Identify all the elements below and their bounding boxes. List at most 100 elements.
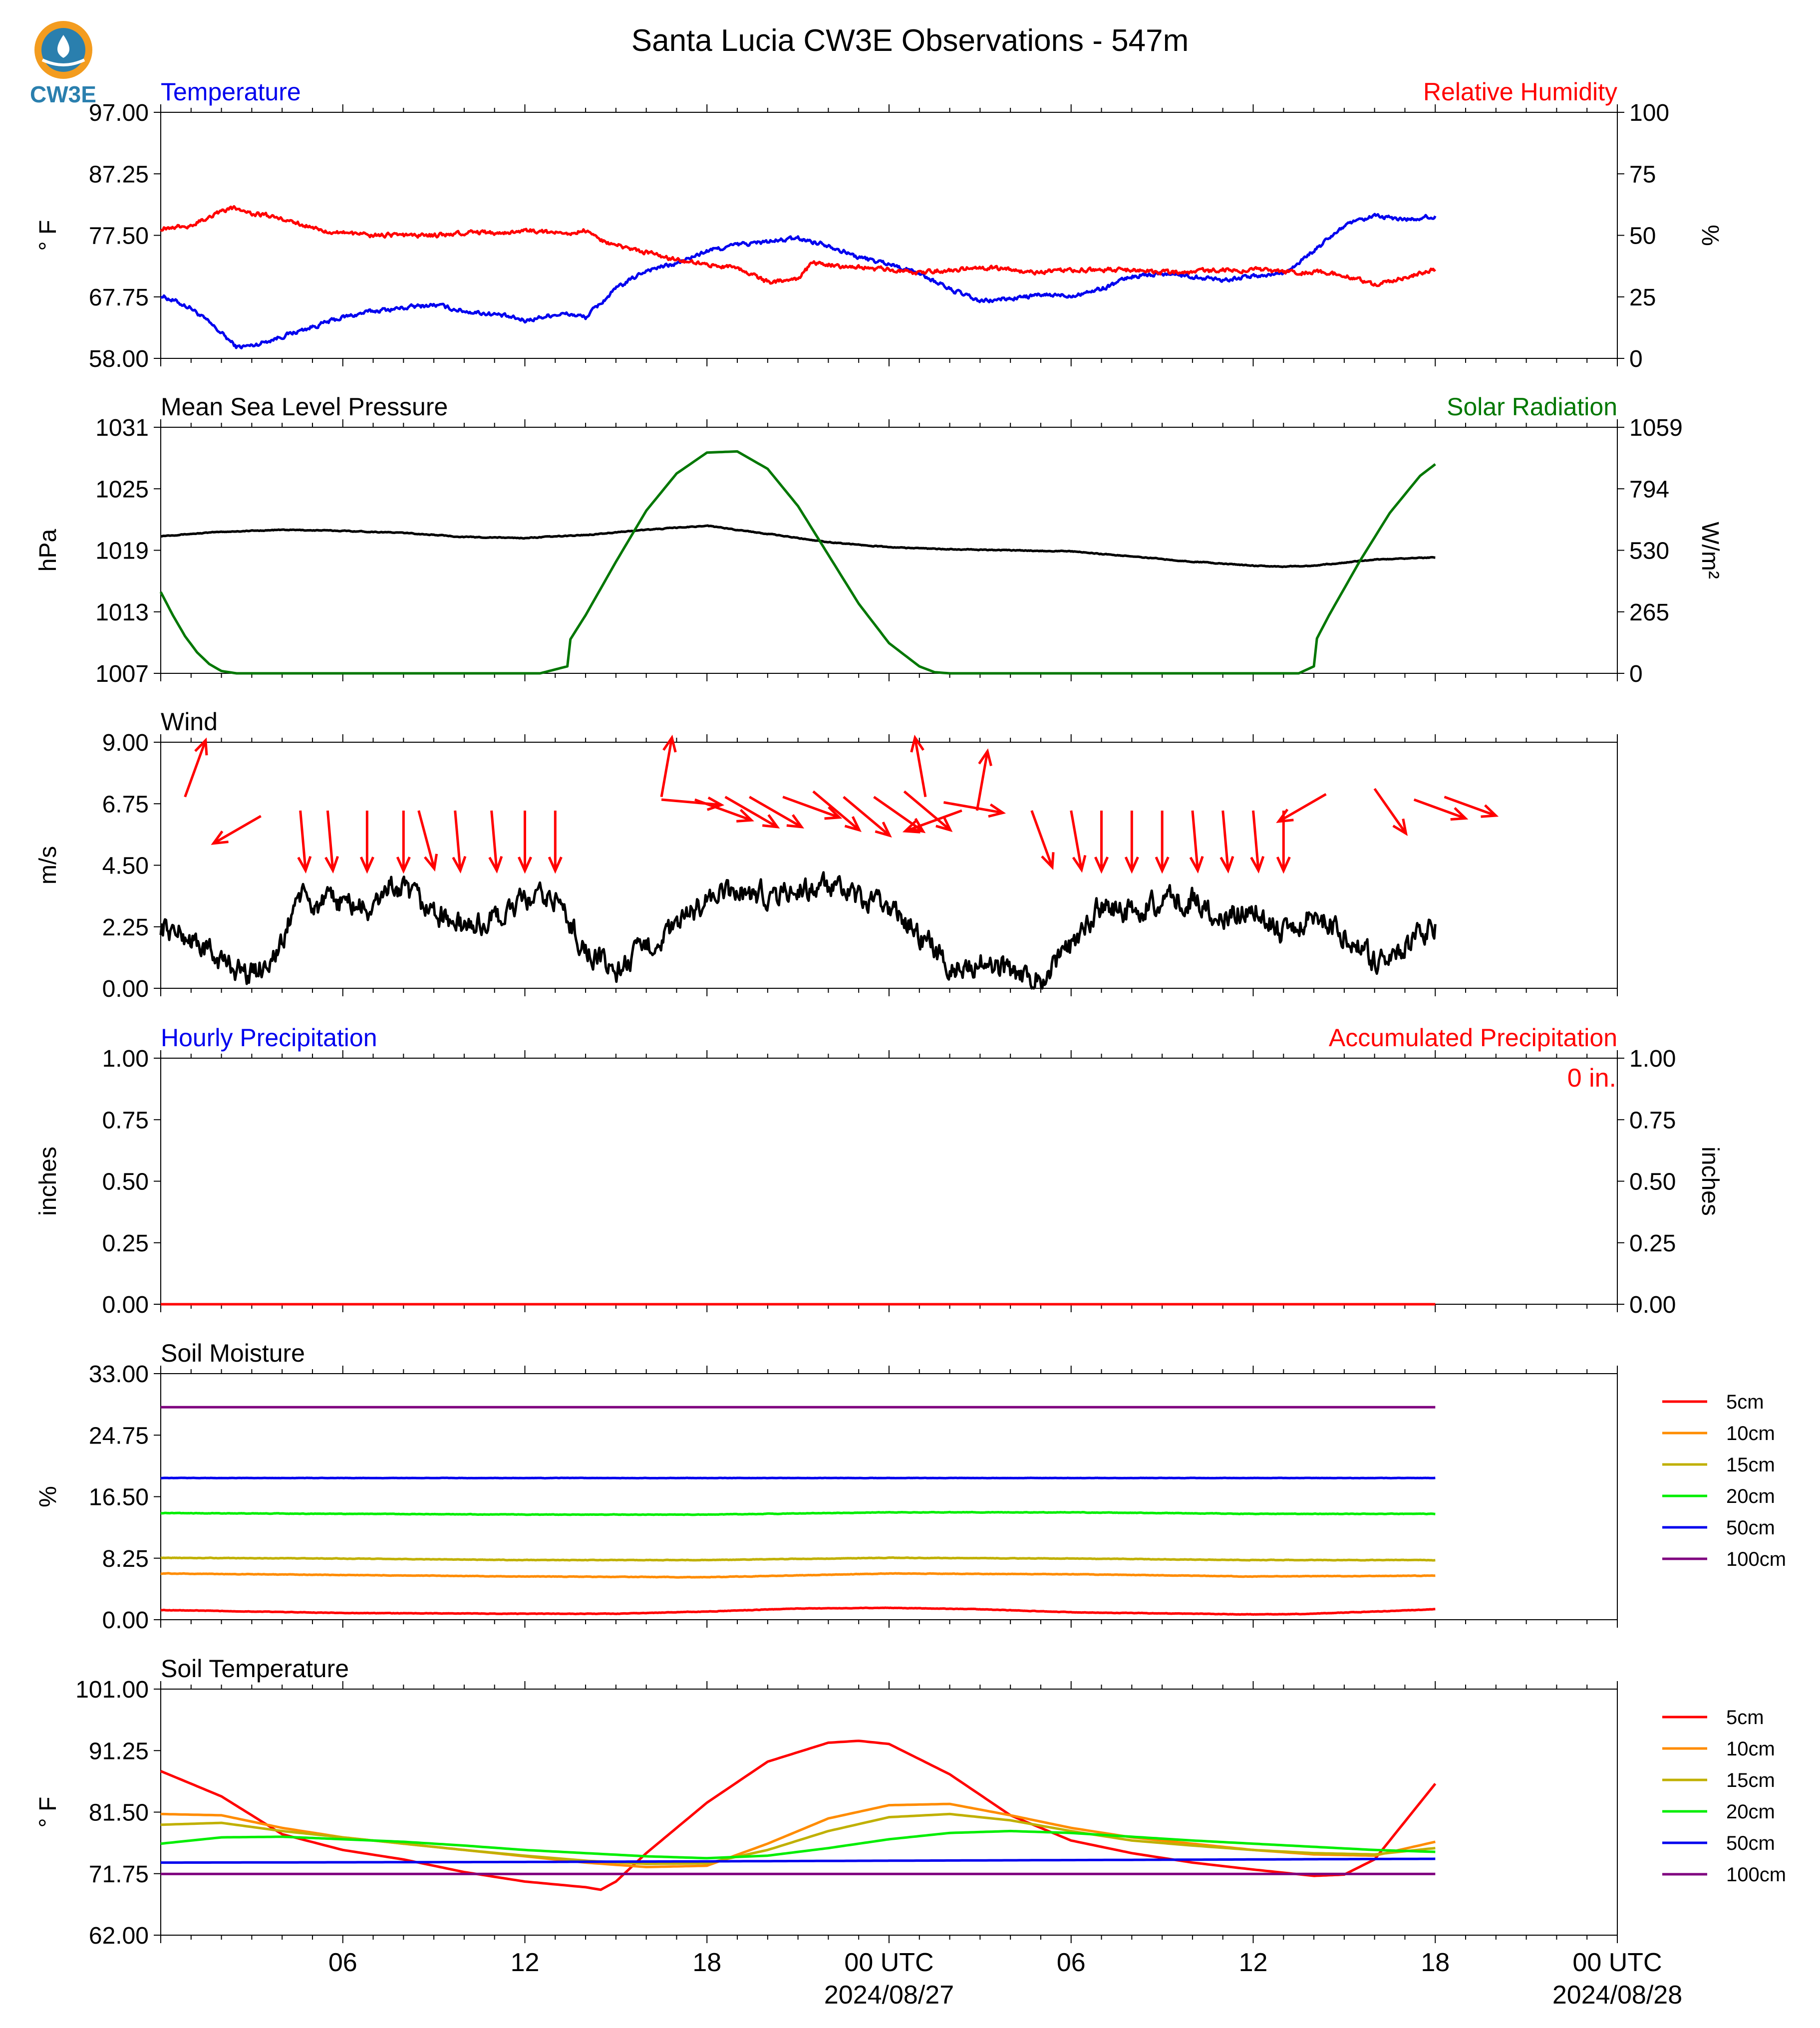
- x-tick-label: 12: [1239, 1948, 1268, 1977]
- right-y-tick-label: 794: [1629, 476, 1669, 503]
- wind-arrow: [1070, 810, 1083, 870]
- y-tick-label: 2.25: [102, 914, 149, 941]
- y-axis-label: %: [35, 1486, 61, 1507]
- series-line-15cm: [160, 1556, 1436, 1562]
- series-line-10cm: [160, 1802, 1436, 1868]
- series-line-mean-sea-level-pressure: [160, 524, 1436, 569]
- wind-arrow: [1278, 793, 1327, 823]
- right-y-tick-label: 0: [1629, 346, 1643, 372]
- y-tick-label: 4.50: [102, 853, 149, 879]
- y-tick-label: 62.00: [89, 1923, 149, 1949]
- wind-arrow: [905, 809, 962, 833]
- y-tick-label: 58.00: [89, 346, 149, 372]
- panel-title: Wind: [161, 708, 218, 736]
- wind-arrow-head: [988, 803, 1006, 818]
- wind-arrow-head: [452, 856, 467, 874]
- right-y-tick-label: 100: [1629, 100, 1669, 126]
- series-line-10cm: [160, 1572, 1436, 1579]
- panel-title: Soil Moisture: [161, 1339, 305, 1367]
- wind-arrow-head: [211, 830, 229, 845]
- right-y-tick-label: 1059: [1629, 415, 1683, 441]
- wind-arrow: [843, 796, 891, 837]
- y-tick-label: 1019: [95, 538, 149, 565]
- right-y-tick-label: 1.00: [1629, 1046, 1676, 1072]
- logo-text: CW3E: [30, 81, 96, 107]
- x-date-label: 2024/08/27: [824, 1981, 954, 2010]
- right-y-axis-label: inches: [1697, 1147, 1723, 1216]
- x-tick-label: 06: [328, 1948, 357, 1977]
- wind-arrow-head: [824, 806, 843, 820]
- wind-arrow: [184, 740, 207, 798]
- y-tick-label: 1025: [95, 476, 149, 503]
- wind-arrow-head: [1189, 856, 1204, 874]
- wind-arrow: [454, 810, 462, 871]
- y-tick-label: 0.00: [102, 976, 149, 1002]
- wind-arrow-head: [1481, 804, 1499, 818]
- wind-arrow-head: [1155, 857, 1170, 874]
- legend-label: 15cm: [1726, 1769, 1775, 1791]
- accumulated-total: 0 in.: [1567, 1064, 1616, 1093]
- wind-arrow-head: [910, 734, 924, 753]
- right-y-tick-label: 265: [1629, 599, 1669, 626]
- cw3e-logo: CW3E: [26, 15, 111, 110]
- series-line-5cm: [160, 1739, 1437, 1891]
- wind-arrow-head: [875, 821, 892, 838]
- y-axis-label: hPa: [35, 529, 61, 572]
- series-line-5cm: [160, 1606, 1436, 1616]
- wind-arrow-head: [1276, 857, 1291, 874]
- wind-arrow: [975, 751, 989, 811]
- plot-frame: [160, 1058, 1618, 1305]
- wind-arrow: [1221, 810, 1229, 871]
- y-tick-label: 0.50: [102, 1169, 149, 1195]
- panel-title: Mean Sea Level Pressure: [161, 393, 448, 421]
- wind-arrow-head: [1219, 856, 1234, 874]
- wind-arrow-head: [297, 856, 312, 874]
- wind-arrow: [1030, 810, 1054, 868]
- y-tick-label: 77.50: [89, 223, 149, 250]
- y-tick-label: 0.00: [102, 1292, 149, 1318]
- y-axis-label: inches: [35, 1147, 61, 1216]
- series-line-relative-humidity: [160, 205, 1437, 288]
- plot-frame: [160, 1373, 1618, 1620]
- legend-label: 5cm: [1726, 1707, 1764, 1729]
- x-tick-label: 12: [511, 1948, 540, 1977]
- x-date-label: 2024/08/28: [1552, 1981, 1682, 2010]
- panel-title: Soil Temperature: [161, 1655, 349, 1683]
- y-tick-label: 1013: [95, 599, 149, 626]
- wind-arrow: [1252, 810, 1260, 871]
- panel-pressure: 1007 1013 1019 1025 1031 0 265 530 794 1059 Mean S…: [35, 393, 1723, 687]
- wind-arrow: [213, 815, 262, 845]
- wind-arrow: [417, 810, 436, 869]
- series-line-50cm: [161, 1857, 1436, 1864]
- wind-arrow-head: [517, 857, 533, 874]
- plot-frame: [160, 427, 1618, 674]
- x-tick-label: 06: [1057, 1948, 1086, 1977]
- series-line-solar-radiation: [159, 450, 1436, 675]
- legend-label: 50cm: [1726, 1832, 1775, 1854]
- wind-arrow: [812, 790, 860, 831]
- y-tick-label: 1031: [95, 415, 149, 441]
- right-y-tick-label: 75: [1629, 161, 1656, 188]
- wind-arrow: [694, 798, 752, 822]
- wind-arrow: [661, 798, 722, 807]
- wind-arrow: [782, 796, 840, 819]
- series-line-20cm: [160, 1829, 1436, 1860]
- legend-label: 100cm: [1726, 1548, 1786, 1570]
- series-line-20cm: [160, 1510, 1436, 1516]
- panel-right-title: Solar Radiation: [1447, 393, 1617, 421]
- wind-arrow-head: [935, 816, 953, 832]
- legend-label: 20cm: [1726, 1801, 1775, 1823]
- legend-label: 20cm: [1726, 1485, 1775, 1507]
- panel-soilm: 0.00 8.25 16.50 24.75 33.00 Soil Moisture% 5cm…: [35, 1339, 1786, 1634]
- y-tick-label: 81.50: [89, 1800, 149, 1826]
- wind-arrow: [1373, 788, 1407, 835]
- y-axis-label: m/s: [35, 846, 61, 884]
- y-tick-label: 101.00: [75, 1677, 149, 1703]
- legend-label: 50cm: [1726, 1517, 1775, 1539]
- series-line-wind: [159, 871, 1437, 990]
- wind-arrow: [1191, 810, 1199, 871]
- legend-label: 100cm: [1726, 1864, 1786, 1886]
- wind-arrow-head: [1450, 807, 1469, 821]
- y-axis-label: ° F: [35, 220, 61, 251]
- wind-arrow-head: [902, 820, 920, 834]
